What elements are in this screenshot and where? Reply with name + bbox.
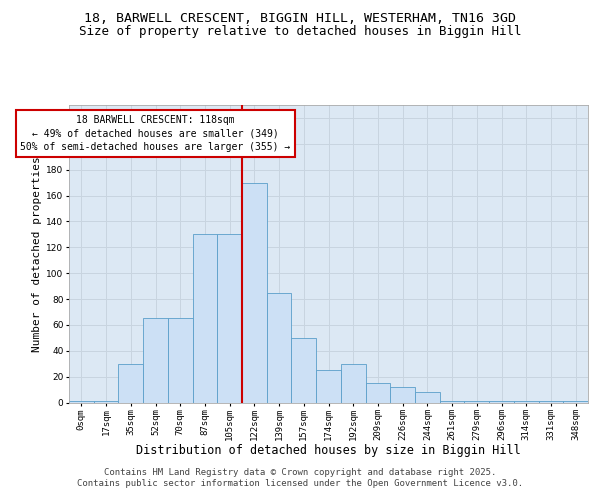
Bar	[193, 234, 217, 402]
Text: 18 BARWELL CRESCENT: 118sqm
← 49% of detached houses are smaller (349)
50% of se: 18 BARWELL CRESCENT: 118sqm ← 49% of det…	[20, 116, 290, 152]
Bar	[341, 364, 365, 403]
Text: 18, BARWELL CRESCENT, BIGGIN HILL, WESTERHAM, TN16 3GD: 18, BARWELL CRESCENT, BIGGIN HILL, WESTE…	[84, 12, 516, 26]
Bar	[563, 401, 588, 402]
Bar	[316, 370, 341, 402]
Bar	[464, 401, 489, 402]
Bar	[143, 318, 168, 402]
Bar	[514, 401, 539, 402]
Text: Size of property relative to detached houses in Biggin Hill: Size of property relative to detached ho…	[79, 25, 521, 38]
Bar	[489, 401, 514, 402]
X-axis label: Distribution of detached houses by size in Biggin Hill: Distribution of detached houses by size …	[136, 444, 521, 458]
Bar	[539, 401, 563, 402]
Bar	[267, 292, 292, 403]
Y-axis label: Number of detached properties: Number of detached properties	[32, 156, 42, 352]
Bar	[217, 234, 242, 402]
Bar	[69, 401, 94, 402]
Bar	[365, 383, 390, 402]
Bar	[168, 318, 193, 402]
Bar	[440, 401, 464, 402]
Bar	[390, 387, 415, 402]
Bar	[415, 392, 440, 402]
Text: Contains HM Land Registry data © Crown copyright and database right 2025.
Contai: Contains HM Land Registry data © Crown c…	[77, 468, 523, 487]
Bar	[94, 401, 118, 402]
Bar	[292, 338, 316, 402]
Bar	[118, 364, 143, 403]
Bar	[242, 182, 267, 402]
